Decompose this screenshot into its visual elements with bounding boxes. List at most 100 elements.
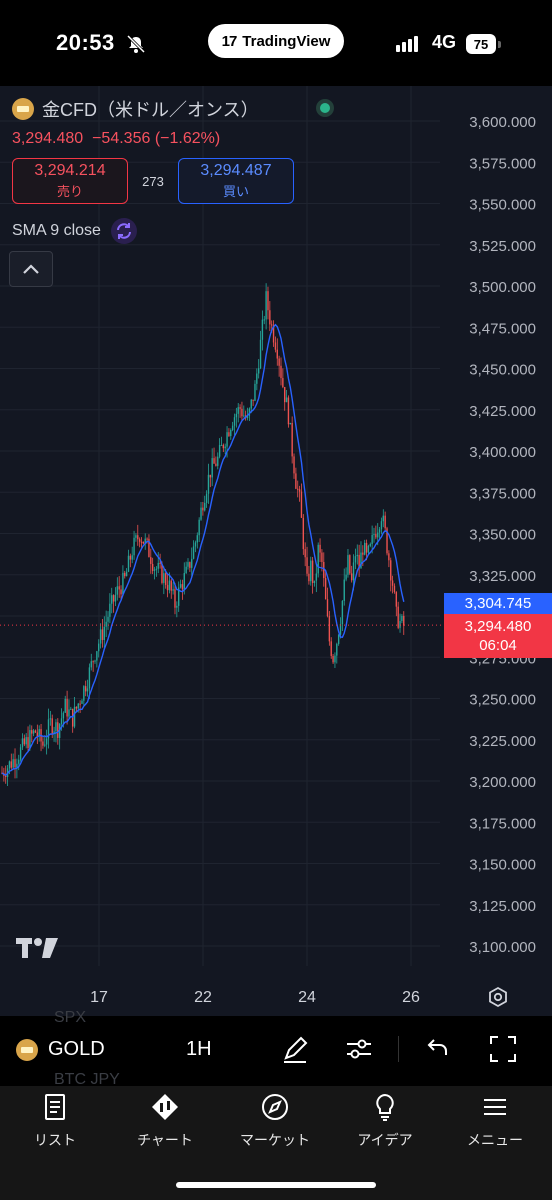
candle-body: [187, 562, 189, 567]
x-tick-label: 26: [402, 989, 420, 1006]
candle-body: [92, 661, 94, 663]
refresh-icon[interactable]: [110, 218, 137, 244]
candle-body: [142, 541, 145, 544]
candle-body: [228, 432, 230, 437]
candle-body: [71, 708, 74, 727]
candle-body: [109, 603, 111, 617]
y-tick-label: 3,350.000: [469, 527, 536, 544]
candle-body: [118, 586, 120, 590]
candle-body: [23, 738, 26, 745]
candle-body: [94, 660, 96, 662]
candle-body: [393, 585, 396, 593]
candle-body: [29, 730, 31, 749]
candle-body: [267, 291, 269, 311]
home-indicator: [176, 1182, 376, 1188]
candle-body: [373, 534, 375, 536]
candle-body: [21, 738, 24, 748]
y-tick-label: 3,500.000: [469, 279, 536, 296]
candle-body: [352, 562, 355, 581]
candle-body: [323, 561, 325, 579]
y-tick-label: 3,375.000: [469, 485, 536, 502]
candle-body: [124, 572, 126, 577]
candle-body: [172, 589, 174, 591]
candle-body: [237, 407, 239, 414]
candle-body: [324, 578, 327, 600]
candle-body: [308, 573, 310, 582]
candle-body: [88, 667, 91, 689]
buy-button[interactable]: 3,294.487 買い: [178, 158, 294, 204]
candle-body: [274, 342, 277, 350]
indicators-sliders-icon[interactable]: [344, 1034, 374, 1064]
app-pill[interactable]: 17 TradingView: [208, 24, 344, 58]
tab-ideas[interactable]: アイデア: [330, 1092, 440, 1150]
candle-body: [254, 383, 256, 401]
candle-body: [336, 643, 338, 656]
candle-body: [248, 408, 251, 416]
tab-market[interactable]: マーケット: [220, 1092, 330, 1150]
drawing-pen-icon[interactable]: [280, 1034, 310, 1064]
toolbar-divider: [398, 1036, 399, 1062]
candle-body: [202, 507, 204, 511]
candle-body: [293, 456, 295, 474]
candle-body: [103, 626, 105, 641]
symbol-name: 金CFD（米ドル／オンス）: [42, 100, 259, 120]
chart-area[interactable]: 3,600.000 3,575.000 3,550.000 3,525.000 3,50…: [0, 86, 552, 1016]
chart-icon: [152, 1094, 178, 1120]
tab-chart[interactable]: チャート: [110, 1092, 220, 1150]
candle-body: [297, 488, 299, 490]
candle-body: [157, 562, 159, 569]
candle-body: [233, 417, 236, 426]
candle-body: [135, 535, 137, 538]
candle-body: [73, 706, 76, 727]
candle-body: [371, 534, 373, 545]
y-tick-label: 3,450.000: [469, 362, 536, 379]
candle-body: [391, 580, 394, 586]
x-tick-label: 24: [298, 989, 316, 1006]
candle-body: [250, 399, 252, 409]
candle-body: [144, 538, 146, 544]
candle-body: [32, 730, 35, 734]
fullscreen-icon[interactable]: [488, 1034, 518, 1064]
candle-body: [220, 444, 223, 446]
candle-body: [289, 422, 291, 425]
symbol-selector[interactable]: GOLD: [16, 1038, 105, 1061]
sma-price-tag: 3,304.745: [444, 593, 552, 615]
undo-icon[interactable]: [422, 1034, 452, 1064]
interval-selector[interactable]: 1H: [186, 1038, 212, 1060]
candle-body: [280, 365, 282, 379]
candle-body: [295, 473, 297, 489]
collapse-legend-button[interactable]: [9, 251, 53, 287]
candle-body: [163, 573, 165, 583]
candle-body: [354, 556, 357, 563]
candle-body: [19, 747, 22, 760]
candle-body: [181, 584, 184, 590]
candle-body: [164, 573, 167, 585]
symbol-header[interactable]: 金CFD（米ドル／オンス）: [12, 96, 259, 122]
candle-body: [246, 415, 249, 419]
candle-body: [395, 592, 398, 607]
candle-body: [204, 502, 206, 511]
tradingview-watermark-icon: [16, 938, 58, 958]
chart-toolbar: [0, 1016, 552, 1084]
candle-body: [271, 324, 273, 326]
menu-icon: [484, 1099, 506, 1115]
y-tick-label: 3,325.000: [469, 568, 536, 585]
candle-body: [224, 446, 226, 449]
candle-body: [192, 546, 195, 559]
candle-body: [287, 397, 290, 425]
indicator-legend[interactable]: SMA 9 close: [12, 218, 137, 244]
chart-settings-icon[interactable]: [487, 986, 509, 1008]
candle-body: [57, 722, 59, 738]
candle-body: [239, 407, 241, 409]
app-name: TradingView: [242, 32, 331, 50]
candle-body: [276, 349, 278, 359]
tab-list[interactable]: リスト: [0, 1092, 110, 1150]
tab-menu[interactable]: メニュー: [440, 1092, 550, 1150]
candle-body: [218, 445, 221, 457]
candle-body: [64, 698, 66, 713]
sell-button[interactable]: 3,294.214 売り: [12, 158, 128, 204]
bottom-tab-bar: [0, 1086, 552, 1200]
candle-body: [345, 574, 347, 580]
candle-body: [369, 544, 371, 546]
candle-body: [174, 589, 176, 608]
